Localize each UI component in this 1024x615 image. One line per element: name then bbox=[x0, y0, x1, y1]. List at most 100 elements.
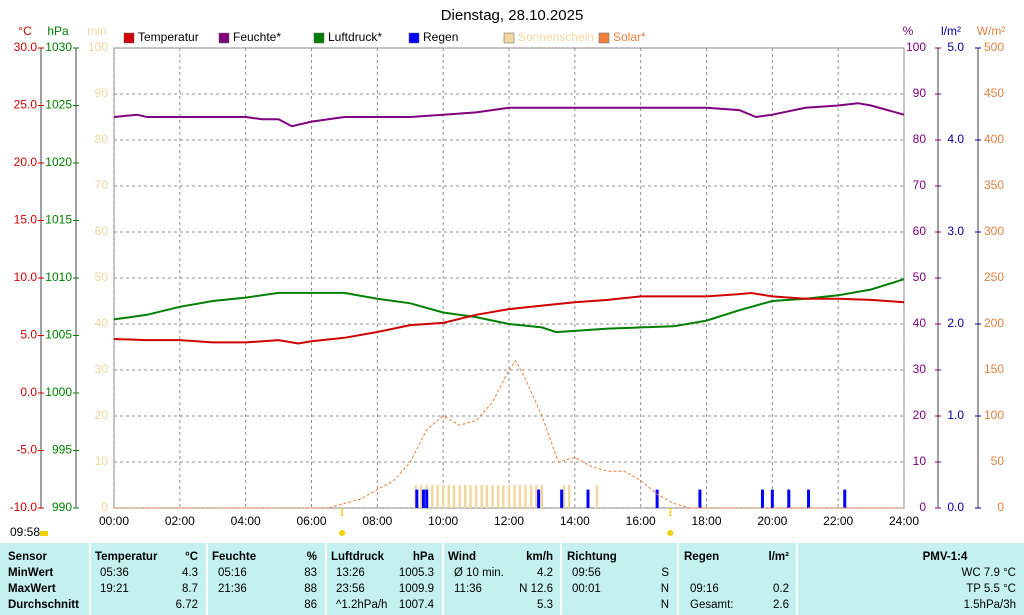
bar bbox=[537, 489, 541, 508]
y-tick-label: 1025 bbox=[45, 98, 72, 112]
legend-label: Sonnenschein bbox=[518, 30, 594, 44]
bar bbox=[458, 485, 461, 508]
table-cell: 1007.4 bbox=[399, 599, 435, 611]
table-cell: TP 5.5 °C bbox=[966, 583, 1016, 595]
bar bbox=[535, 485, 538, 508]
table-header: Feuchte bbox=[212, 551, 256, 563]
y-tick-label: 10 bbox=[95, 454, 109, 468]
table-header: Richtung bbox=[567, 551, 617, 563]
row-label: MaxWert bbox=[8, 583, 56, 595]
axis-title: % bbox=[903, 24, 914, 38]
table-cell: 1.5hPa/3h bbox=[964, 599, 1016, 611]
bar bbox=[787, 489, 791, 508]
bar bbox=[843, 489, 847, 508]
y-tick-label: 100 bbox=[88, 40, 108, 54]
table-cell: Gesamt: bbox=[690, 599, 733, 611]
y-tick-label: 500 bbox=[984, 40, 1004, 54]
table-cell: 05:36 bbox=[100, 567, 129, 579]
table-cell: 09:16 bbox=[690, 583, 719, 595]
y-tick-label: 40 bbox=[95, 316, 109, 330]
y-tick-label: 60 bbox=[913, 224, 927, 238]
y-tick-label: 100 bbox=[906, 40, 926, 54]
y-tick-label: 1005 bbox=[45, 328, 72, 342]
bar bbox=[560, 489, 564, 508]
series-line bbox=[113, 278, 905, 334]
bar bbox=[567, 485, 571, 508]
y-tick-label: 5.0 bbox=[947, 40, 964, 54]
bar bbox=[595, 485, 599, 508]
x-tick-label: 04:00 bbox=[231, 514, 261, 528]
bar bbox=[469, 485, 472, 508]
bar bbox=[655, 489, 659, 508]
bar bbox=[463, 485, 467, 508]
table-cell: WC 7.9 °C bbox=[962, 567, 1016, 579]
axis-title: min bbox=[87, 24, 106, 38]
legend-swatch bbox=[123, 32, 135, 44]
y-tick-label: 90 bbox=[95, 86, 109, 100]
bar bbox=[431, 485, 434, 508]
y-tick-label: 0.0 bbox=[20, 385, 37, 399]
table-cell: 86 bbox=[304, 599, 317, 611]
bar bbox=[491, 485, 494, 508]
sun-icon bbox=[339, 530, 346, 536]
bar bbox=[518, 485, 522, 508]
table-cell: S bbox=[661, 567, 669, 579]
table-cell: ^1.2hPa/h bbox=[336, 599, 387, 611]
y-tick-label: 1010 bbox=[45, 270, 72, 284]
legend-label: Temperatur bbox=[138, 30, 199, 44]
table-header: Luftdruck bbox=[331, 551, 385, 563]
bar bbox=[562, 485, 566, 508]
x-tick-label: 06:00 bbox=[296, 514, 326, 528]
bar bbox=[425, 489, 429, 508]
table-cell: 8.7 bbox=[182, 583, 198, 595]
y-tick-label: 20 bbox=[95, 408, 109, 422]
bar bbox=[452, 485, 456, 508]
table-cell: 83 bbox=[304, 567, 317, 579]
y-tick-label: 0 bbox=[101, 500, 108, 514]
table-background bbox=[0, 543, 1024, 615]
table-header: % bbox=[307, 551, 317, 563]
legend-swatch bbox=[598, 32, 610, 44]
x-tick-label: 24:00 bbox=[889, 514, 919, 528]
y-tick-label: 50 bbox=[95, 270, 109, 284]
table-cell: 88 bbox=[304, 583, 317, 595]
sun-icon bbox=[667, 530, 674, 536]
legend-swatch bbox=[408, 32, 420, 44]
bar bbox=[529, 485, 533, 508]
table-cell: 4.2 bbox=[537, 567, 553, 579]
x-tick-label: 18:00 bbox=[691, 514, 721, 528]
x-tick-label: 16:00 bbox=[626, 514, 656, 528]
table-header: Regen bbox=[684, 551, 719, 563]
bar bbox=[760, 489, 764, 508]
axis-title: hPa bbox=[47, 24, 69, 38]
update-icon bbox=[40, 531, 48, 536]
table-cell: N 12.6 bbox=[519, 583, 553, 595]
y-tick-label: 10 bbox=[913, 454, 927, 468]
table-cell: N bbox=[661, 599, 669, 611]
legend-swatch bbox=[313, 32, 325, 44]
bar bbox=[436, 485, 439, 508]
y-tick-label: 20.0 bbox=[14, 155, 38, 169]
table-cell: 4.3 bbox=[182, 567, 198, 579]
x-tick-label: 02:00 bbox=[165, 514, 195, 528]
bar bbox=[513, 485, 516, 508]
bar bbox=[524, 485, 527, 508]
table-header: PMV-1:4 bbox=[923, 551, 968, 563]
x-tick-label: 20:00 bbox=[757, 514, 787, 528]
legend-label: Feuchte* bbox=[233, 30, 281, 44]
y-tick-label: 1015 bbox=[45, 213, 72, 227]
bar bbox=[807, 489, 811, 508]
y-tick-label: 300 bbox=[984, 224, 1004, 238]
y-tick-label: 60 bbox=[95, 224, 109, 238]
table-cell: 05:16 bbox=[218, 567, 247, 579]
y-tick-label: -5.0 bbox=[16, 443, 37, 457]
table-cell: 5.3 bbox=[537, 599, 553, 611]
y-tick-label: 995 bbox=[52, 443, 72, 457]
bar bbox=[480, 485, 483, 508]
row-label: Durchschnitt bbox=[8, 599, 79, 611]
y-tick-label: 30 bbox=[95, 362, 109, 376]
bar bbox=[421, 489, 425, 508]
bar bbox=[770, 489, 774, 508]
table-cell: 2.6 bbox=[773, 599, 789, 611]
